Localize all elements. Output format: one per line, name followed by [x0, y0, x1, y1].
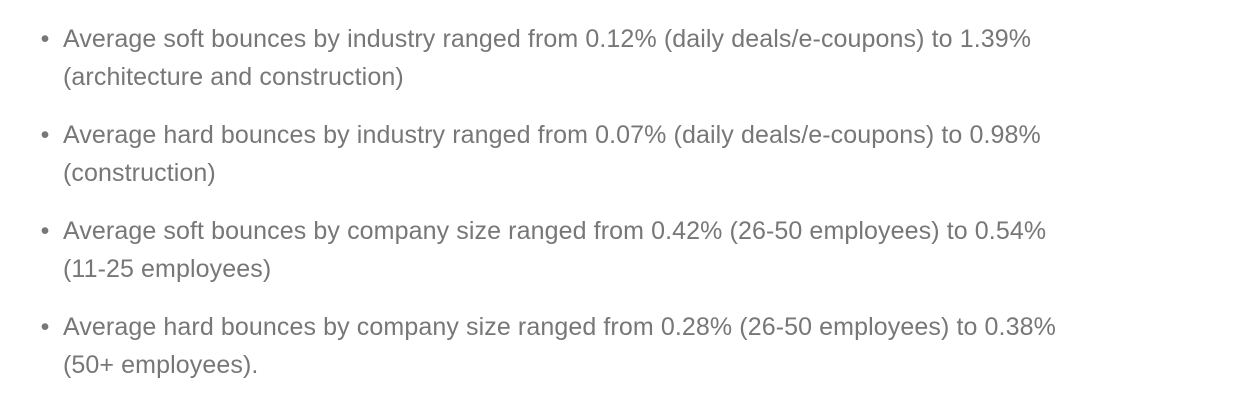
list-item-line: (architecture and construction) — [63, 63, 404, 91]
list-item: • Average soft bounces by industry range… — [41, 20, 1212, 96]
bullet-list: • Average soft bounces by industry range… — [41, 20, 1212, 384]
bullet-icon: • — [40, 217, 50, 245]
list-item-line: (construction) — [63, 159, 216, 187]
list-item: • Average soft bounces by company size r… — [41, 212, 1212, 288]
list-item-line: Average hard bounces by industry ranged … — [63, 121, 1041, 149]
list-item-line: Average soft bounces by industry ranged … — [63, 25, 1032, 53]
document-content: • Average soft bounces by industry range… — [41, 20, 1212, 384]
list-item-line: (11-25 employees) — [63, 255, 272, 283]
list-item: • Average hard bounces by industry range… — [41, 116, 1212, 192]
bullet-icon: • — [40, 313, 50, 341]
list-item-line: Average soft bounces by company size ran… — [63, 217, 1047, 245]
bullet-icon: • — [40, 25, 50, 53]
list-item: • Average hard bounces by company size r… — [41, 308, 1212, 384]
list-item-line: Average hard bounces by company size ran… — [63, 313, 1056, 341]
list-item-line: (50+ employees). — [63, 351, 259, 379]
bullet-icon: • — [40, 121, 50, 149]
